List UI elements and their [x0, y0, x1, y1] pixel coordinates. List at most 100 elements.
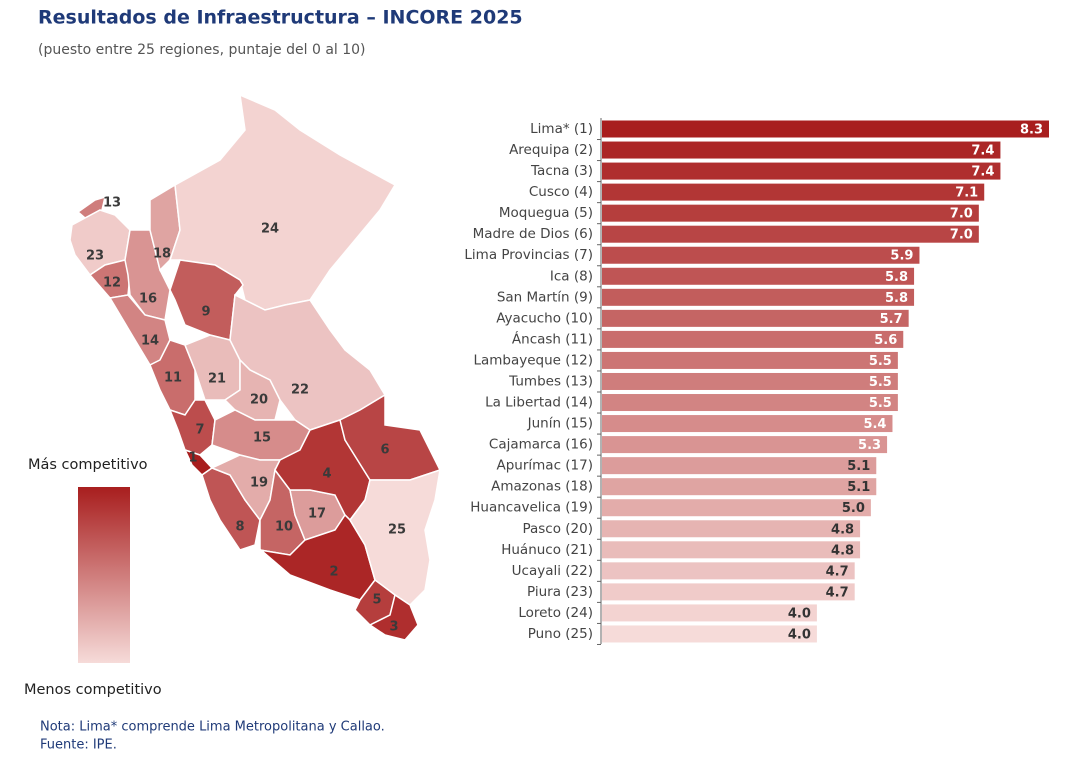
map-label: 3	[389, 620, 398, 635]
category-label: Ayacucho (10)	[496, 310, 593, 326]
map-region	[339, 393, 442, 481]
map-region	[149, 339, 196, 416]
value-label: 7.4	[971, 165, 994, 180]
category-label: Puno (25)	[528, 626, 593, 642]
category-label: Pasco (20)	[522, 521, 593, 537]
map-label: 23	[86, 249, 104, 264]
bar	[602, 394, 898, 412]
map-label: 17	[308, 507, 326, 522]
value-label: 7.0	[950, 207, 973, 222]
bar	[602, 162, 1001, 180]
legend-high: Más competitivo	[28, 457, 148, 473]
bar	[602, 330, 904, 348]
map-label: 13	[103, 196, 121, 211]
category-label: Áncash (11)	[512, 330, 593, 347]
map-label: 1	[188, 451, 197, 466]
category-label: Huánuco (21)	[501, 542, 593, 558]
map-label: 2	[329, 565, 338, 580]
value-label: 5.6	[874, 333, 897, 348]
map-label: 16	[139, 292, 157, 307]
map-label: 14	[141, 334, 159, 349]
category-label: Loreto (24)	[518, 605, 593, 621]
category-label: Lima* (1)	[530, 121, 593, 137]
value-label: 4.8	[831, 522, 854, 537]
map-label: 20	[250, 393, 268, 408]
category-label: Cusco (4)	[529, 184, 593, 200]
map: 13 23 12 16 18 24 9 14 11 21 22 20 7 1 15 8 19 10 17 4 6 2 25 5…	[69, 93, 442, 641]
map-label: 19	[250, 476, 268, 491]
bar	[602, 225, 979, 243]
bar	[602, 562, 855, 580]
value-label: 5.5	[869, 396, 892, 411]
bar	[602, 288, 915, 306]
value-label: 8.3	[1020, 123, 1043, 138]
category-label: Piura (23)	[527, 584, 593, 600]
legend-gradient	[78, 487, 130, 663]
value-label: 5.1	[847, 459, 870, 474]
value-label: 5.7	[880, 312, 903, 327]
value-label: 5.1	[847, 480, 870, 495]
title: Resultados de Infraestructura – INCORE 2…	[38, 7, 523, 29]
map-label: 11	[164, 371, 182, 386]
bar	[602, 372, 898, 390]
map-label: 4	[322, 467, 331, 482]
map-label: 21	[208, 372, 226, 387]
subtitle: (puesto entre 25 regiones, puntaje del 0…	[38, 42, 366, 58]
source: Fuente: IPE.	[40, 738, 117, 753]
map-label: 18	[153, 247, 171, 262]
map-label: 10	[275, 520, 293, 535]
value-label: 5.9	[890, 249, 913, 264]
category-label: Cajamarca (16)	[489, 437, 593, 453]
bar	[602, 625, 817, 643]
bar	[602, 141, 1001, 159]
category-label: Amazonas (18)	[491, 479, 593, 495]
bar	[602, 478, 877, 496]
bar	[602, 120, 1049, 138]
bar	[602, 267, 915, 285]
map-label: 25	[388, 523, 406, 538]
map-label: 8	[235, 520, 244, 535]
category-label: Ica (8)	[550, 268, 593, 284]
category-label: Tacna (3)	[530, 163, 593, 179]
category-label: Lambayeque (12)	[473, 352, 593, 368]
value-label: 7.1	[955, 186, 978, 201]
map-label: 22	[291, 383, 309, 398]
category-label: San Martín (9)	[497, 289, 593, 305]
value-label: 7.4	[971, 144, 994, 159]
value-label: 4.8	[831, 543, 854, 558]
value-label: 4.7	[826, 564, 849, 579]
bar	[602, 204, 979, 222]
map-label: 12	[103, 276, 121, 291]
bar	[602, 436, 888, 454]
map-label: 7	[195, 423, 204, 438]
map-region	[349, 468, 441, 606]
map-region	[368, 593, 419, 641]
map-label: 9	[201, 305, 210, 320]
value-label: 7.0	[950, 228, 973, 243]
bar	[602, 351, 898, 369]
category-label: Ucayali (22)	[512, 563, 593, 579]
bar	[602, 246, 920, 264]
bar	[602, 499, 871, 517]
category-label: La Libertad (14)	[485, 395, 593, 411]
category-label: Huancavelica (19)	[470, 500, 593, 516]
map-label: 15	[253, 431, 271, 446]
value-label: 5.5	[869, 354, 892, 369]
category-label: Lima Provincias (7)	[464, 247, 593, 263]
bar	[602, 583, 855, 601]
bar	[602, 604, 817, 622]
map-label: 24	[261, 222, 279, 237]
category-label: Tumbes (13)	[508, 373, 593, 389]
bar	[602, 183, 985, 201]
note: Nota: Lima* comprende Lima Metropolitana…	[40, 720, 385, 735]
bar	[602, 541, 861, 559]
value-label: 4.7	[826, 585, 849, 600]
bar	[602, 415, 893, 433]
category-label: Junín (15)	[527, 416, 593, 432]
bar	[602, 520, 861, 538]
map-label: 6	[380, 443, 389, 458]
value-label: 4.0	[788, 606, 811, 621]
value-label: 5.5	[869, 375, 892, 390]
